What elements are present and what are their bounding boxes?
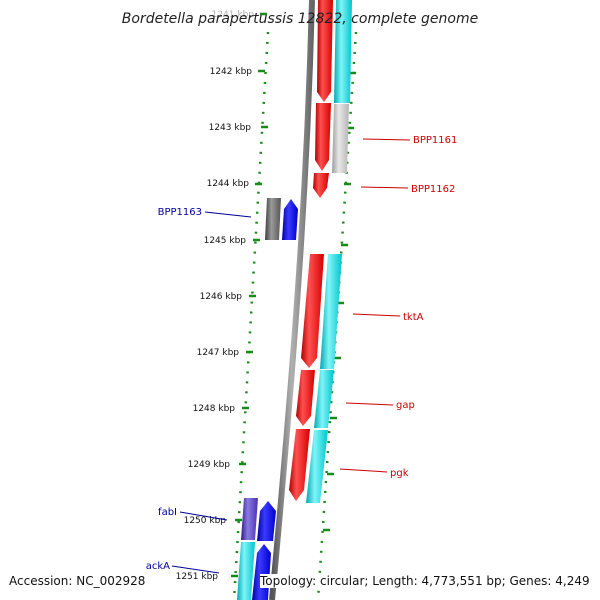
accession-footer: Accession: NC_002928 (9, 574, 146, 588)
genome-backbone (269, 0, 315, 600)
scale-label-1241: 1241 kbp (212, 10, 255, 20)
scale-label-1251: 1251 kbp (176, 572, 219, 582)
gene-label-tkta[interactable]: tktA (403, 312, 424, 323)
gene-acka-cds (252, 544, 271, 600)
scale-ticks (231, 12, 268, 578)
scale-label-1244: 1244 kbp (207, 179, 250, 189)
gene-acka-feature (237, 542, 255, 600)
scale-label-1242: 1242 kbp (210, 67, 253, 77)
scale-label-1245: 1245 kbp (204, 236, 247, 246)
scale-label-1250: 1250 kbp (184, 516, 227, 526)
gene-tkta-cds (301, 254, 324, 368)
gene-bpp1161-feature (332, 104, 349, 173)
gene-bpp1160-cds (317, 0, 333, 102)
reverse-strand-genes (237, 198, 298, 600)
gene-bpp1162-cds (313, 173, 329, 198)
gene-label-fabi[interactable]: fabI (158, 507, 177, 518)
scale-labels: 1241 kbp 1242 kbp 1243 kbp 1244 kbp 1245… (176, 10, 255, 582)
topology-footer: Topology: circular; Length: 4,773,551 bp… (260, 574, 590, 588)
scale-label-1243: 1243 kbp (209, 123, 252, 133)
gene-tkta-feature (320, 254, 342, 369)
label-connectors (171, 138, 411, 574)
scale-label-1248: 1248 kbp (193, 404, 236, 414)
gene-bpp1163-feature (265, 198, 281, 240)
scale-label-1246: 1246 kbp (200, 292, 243, 302)
gene-bpp1160-feature (334, 0, 352, 103)
gene-label-acka[interactable]: ackA (146, 561, 170, 572)
gene-pgk-feature (306, 430, 328, 503)
forward-strand-genes (289, 0, 352, 503)
gene-labels: BPP1161 BPP1162 BPP1163 tktA gap pgk fab… (146, 135, 458, 572)
gene-label-bpp1161[interactable]: BPP1161 (413, 135, 457, 146)
gene-label-bpp1163[interactable]: BPP1163 (158, 207, 202, 218)
scale-label-1247: 1247 kbp (197, 348, 240, 358)
gene-fabi-feature (241, 498, 258, 540)
gene-bpp1161-cds (315, 103, 331, 171)
gene-fabi-cds (257, 501, 276, 541)
gene-gap-cds (296, 370, 315, 426)
gene-label-gap[interactable]: gap (396, 400, 415, 411)
gene-pgk-cds (289, 429, 310, 501)
gene-label-bpp1162[interactable]: BPP1162 (411, 184, 455, 195)
gene-gap-feature (314, 370, 334, 428)
gene-bpp1163-cds (282, 199, 298, 240)
gene-label-pgk[interactable]: pgk (390, 468, 409, 479)
map-title: Bordetella parapertussis 12822, complete… (122, 11, 478, 27)
scale-label-1249: 1249 kbp (188, 460, 231, 470)
